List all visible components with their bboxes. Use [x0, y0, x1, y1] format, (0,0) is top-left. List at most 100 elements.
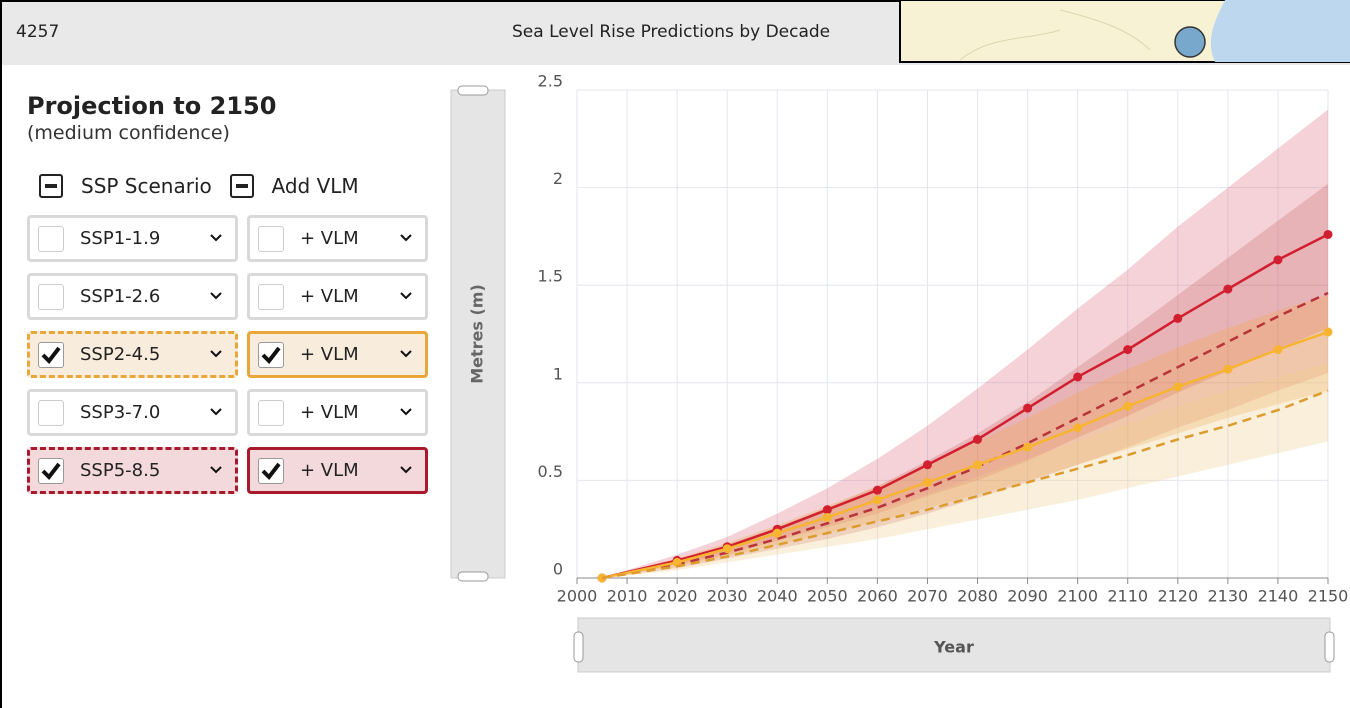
y-tick-label: 0.5: [538, 462, 563, 481]
icon-path: [401, 293, 411, 298]
select-label: + VLM: [300, 402, 359, 423]
panel-title: Projection to 2150: [27, 92, 432, 120]
x-tick-label: 2010: [607, 587, 648, 606]
x-tick-label: 2060: [857, 587, 898, 606]
icon-path: [211, 235, 221, 240]
scenario-row: SSP2-4.5 + VLM: [27, 331, 432, 378]
x-tick-label: 2020: [657, 587, 698, 606]
icon: [209, 233, 223, 243]
x-axis-label: Year: [933, 638, 974, 657]
icon-path: [211, 467, 221, 472]
select-label: SSP5-8.5: [80, 460, 160, 481]
icon-path: [263, 348, 279, 361]
scenario-row: SSP1-1.9 + VLM: [27, 215, 432, 262]
icon-path: [211, 351, 221, 356]
icon-path: [43, 464, 59, 477]
checkbox[interactable]: [38, 458, 64, 484]
scenario-row: SSP5-8.5 + VLM: [27, 447, 432, 494]
y-tick-label: 2.5: [538, 72, 563, 91]
icon: [39, 343, 63, 367]
scenario-select[interactable]: SSP3-7.0: [27, 389, 238, 436]
map-thumbnail: [900, 0, 1350, 62]
data-point: [973, 460, 982, 469]
checkbox[interactable]: [258, 284, 284, 310]
data-point: [773, 529, 782, 538]
checkbox[interactable]: [258, 400, 284, 426]
data-point: [723, 544, 732, 553]
checkbox[interactable]: [258, 226, 284, 252]
data-point: [1023, 443, 1032, 452]
data-point: [1123, 402, 1132, 411]
x-tick-label: 2140: [1258, 587, 1299, 606]
scenario-select[interactable]: SSP2-4.5: [27, 331, 238, 378]
data-point: [1223, 365, 1232, 374]
location-marker[interactable]: [1175, 27, 1205, 57]
data-point: [1073, 372, 1082, 381]
icon-path: [263, 464, 279, 477]
icon-path: [211, 293, 221, 298]
toggle-all[interactable]: [230, 174, 254, 198]
data-point: [1173, 314, 1182, 323]
data-point: [823, 513, 832, 522]
checkbox[interactable]: [258, 458, 284, 484]
icon: [39, 459, 63, 483]
column-headers: SSP Scenario Add VLM: [27, 168, 432, 204]
column-label: Add VLM: [272, 174, 359, 198]
x-tick-label: 2120: [1157, 587, 1198, 606]
select-label: SSP1-1.9: [80, 228, 160, 249]
data-point: [1073, 423, 1082, 432]
vlm-select[interactable]: + VLM: [247, 447, 428, 494]
data-point: [973, 435, 982, 444]
vlm-select[interactable]: + VLM: [247, 331, 428, 378]
y-axis-label: Metres (m): [468, 284, 487, 384]
x-tick-label: 2100: [1057, 587, 1098, 606]
icon-path: [211, 409, 221, 414]
data-point: [1223, 285, 1232, 294]
icon: [209, 291, 223, 301]
select-label: + VLM: [300, 460, 359, 481]
scenario-rows: SSP1-1.9+ VLMSSP1-2.6+ VLMSSP2-4.5+ VLMS…: [27, 215, 432, 494]
icon: [259, 459, 283, 483]
scenario-select[interactable]: SSP1-1.9: [27, 215, 238, 262]
icon: [399, 349, 413, 359]
scenario-select[interactable]: SSP1-2.6: [27, 273, 238, 320]
column-header: Add VLM: [230, 174, 433, 198]
data-point: [1273, 345, 1282, 354]
vlm-select[interactable]: + VLM: [247, 215, 428, 262]
column-label: SSP Scenario: [81, 174, 212, 198]
icon: [399, 291, 413, 301]
vlm-select[interactable]: + VLM: [247, 389, 428, 436]
x-tick-label: 2030: [707, 587, 748, 606]
x-tick-label: 2130: [1208, 587, 1249, 606]
scenario-row: SSP1-2.6+ VLM: [27, 273, 432, 320]
select-label: + VLM: [300, 228, 359, 249]
data-point: [1123, 345, 1132, 354]
select-label: SSP3-7.0: [80, 402, 160, 423]
icon: [399, 407, 413, 417]
checkbox[interactable]: [38, 342, 64, 368]
toggle-all[interactable]: [39, 174, 63, 198]
column-header: SSP Scenario: [27, 174, 230, 198]
control-panel: Projection to 2150 (medium confidence) S…: [27, 92, 432, 494]
data-point: [923, 460, 932, 469]
y-tick-label: 1: [553, 364, 563, 383]
select-label: + VLM: [300, 344, 359, 365]
x-tick-label: 2080: [957, 587, 998, 606]
checkbox[interactable]: [38, 284, 64, 310]
icon-path: [401, 351, 411, 356]
vlm-select[interactable]: + VLM: [247, 273, 428, 320]
checkbox[interactable]: [258, 342, 284, 368]
select-label: SSP2-4.5: [80, 344, 160, 365]
checkbox[interactable]: [38, 226, 64, 252]
data-point: [1023, 404, 1032, 413]
panel-subtitle: (medium confidence): [27, 122, 432, 144]
checkbox[interactable]: [38, 400, 64, 426]
x-tick-label: 2110: [1107, 587, 1148, 606]
scenario-select[interactable]: SSP5-8.5: [27, 447, 238, 494]
x-tick-label: 2000: [557, 587, 598, 606]
icon: [399, 465, 413, 475]
y-tick-label: 0: [553, 560, 563, 579]
y-tick-label: 1.5: [538, 267, 563, 286]
x-tick-label: 2070: [907, 587, 948, 606]
data-point: [1173, 382, 1182, 391]
